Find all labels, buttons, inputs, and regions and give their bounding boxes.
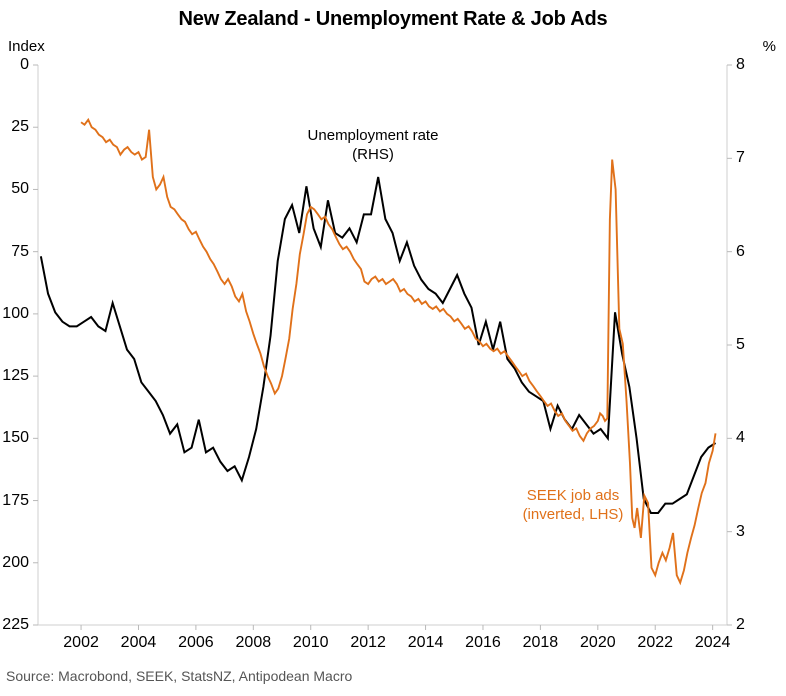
left-axis-tick-label: 200 [2,553,29,571]
x-axis-tick-label: 2022 [637,634,674,651]
left-axis-tick-label: 175 [2,491,29,509]
right-axis-tick-label: 6 [736,242,745,260]
left-axis-tick-label: 100 [2,304,29,322]
left-axis-unit-label: Index [8,38,45,55]
left-axis-tick-label: 25 [11,118,29,136]
series-line-unemployment-rate [39,176,717,514]
series-line-seek-job-ads [80,117,717,586]
x-axis-tick-label: 2020 [580,634,616,651]
left-axis-tick-label: 75 [11,242,29,260]
left-axis-tick-label: 0 [20,56,29,73]
right-axis-unit-label: % [762,38,776,55]
left-axis-tick-label: 50 [11,180,29,198]
left-axis-tick-label: 125 [2,367,29,385]
right-axis-tick-label: 7 [736,149,745,167]
x-axis-tick-label: 2002 [63,634,99,651]
annotation-seek-job-ads: SEEK job ads (inverted, LHS) [473,486,673,524]
annotation-unemployment-line1: Unemployment rate [307,127,439,144]
right-axis-tick-label: 8 [736,56,745,73]
right-axis-tick-label: 2 [736,616,745,633]
annotation-unemployment-line2: (RHS) [352,146,394,163]
annotation-unemployment-rate: Unemployment rate (RHS) [253,126,493,164]
source-note: Source: Macrobond, SEEK, StatsNZ, Antipo… [6,668,353,684]
chart-title: New Zealand - Unemployment Rate & Job Ad… [178,8,608,30]
right-axis-tick-label: 5 [736,336,745,353]
left-axis-tick-label: 225 [2,616,29,633]
x-axis-tick-label: 2016 [465,634,501,651]
x-axis-tick-label: 2010 [292,634,329,651]
x-axis-tick-label: 2006 [178,634,214,651]
x-axis-tick-label: 2004 [120,634,157,651]
annotation-seek-line1: SEEK job ads [526,487,620,504]
x-axis-tick-label: 2024 [694,634,731,651]
x-axis-tick-label: 2018 [522,634,559,651]
annotation-seek-line2: (inverted, LHS) [522,506,624,523]
x-axis-tick-label: 2012 [350,634,386,651]
right-axis-tick-label: 4 [736,429,745,447]
x-axis-tick-label: 2008 [235,634,272,651]
x-axis-tick-label: 2014 [407,634,444,651]
right-axis-tick-label: 3 [736,522,745,540]
left-axis-tick-label: 150 [2,429,29,447]
